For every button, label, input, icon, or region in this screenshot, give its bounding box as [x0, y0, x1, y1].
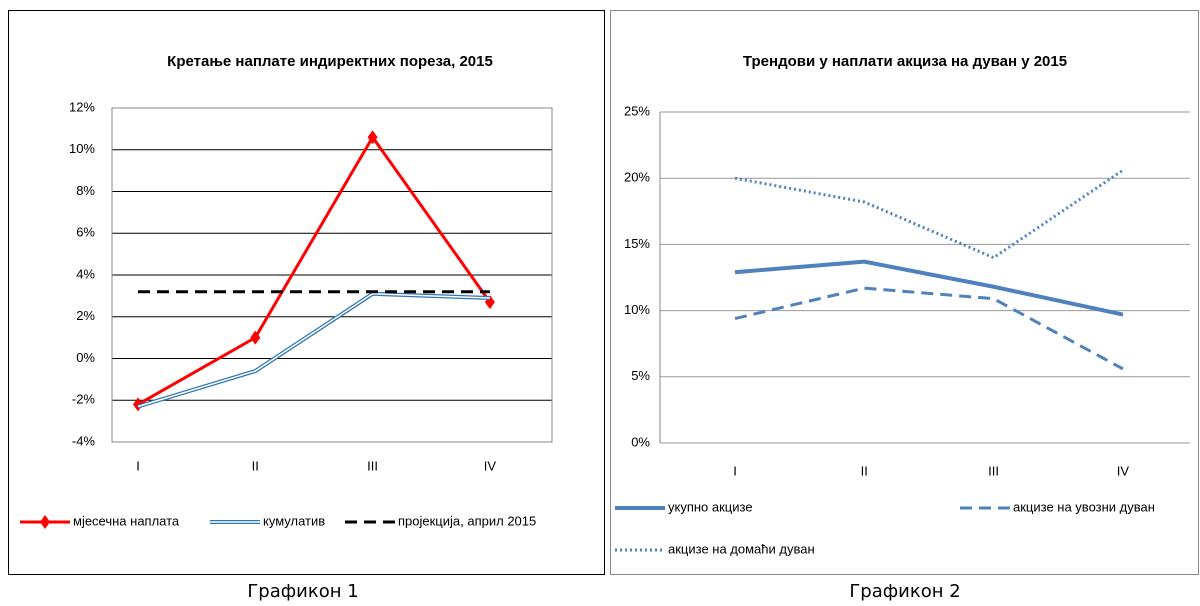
chart-title: Кретање наплате индиректних пореза, 2015: [167, 53, 493, 70]
legend-marker: [40, 515, 50, 529]
chart-frame: [610, 10, 1199, 575]
y-tick-label: -4%: [72, 433, 96, 448]
y-tick-label: 10%: [624, 302, 650, 317]
x-tick-label: IV: [1117, 463, 1130, 478]
x-tick-label: II: [252, 458, 259, 473]
series-line: [734, 286, 1124, 371]
legend-label: кумулатив: [263, 513, 325, 528]
plot-area: [111, 107, 553, 443]
y-tick-label: 6%: [76, 225, 95, 240]
legend-label: акцизе на увозни дуван: [1013, 499, 1155, 514]
point: [250, 330, 261, 345]
series-line: [137, 135, 492, 406]
chart-title: Трендови у наплати акциза на дуван у 201…: [743, 53, 1067, 70]
series-line: [734, 259, 1124, 317]
x-tick-label: IV: [484, 458, 497, 473]
legend-label: акцизе на домаћи дуван: [668, 541, 815, 556]
point: [367, 130, 378, 145]
caption: Графикон 2: [849, 581, 960, 602]
y-tick-label: 10%: [69, 141, 95, 156]
legend-label: пројекција, април 2015: [398, 513, 536, 528]
y-tick-label: 5%: [631, 368, 650, 383]
series-line: [734, 169, 1124, 260]
x-tick-label: I: [136, 458, 140, 473]
y-tick-label: 15%: [624, 236, 650, 251]
series-line-inner: [137, 293, 490, 408]
x-tick-label: III: [367, 458, 378, 473]
series-line: [137, 291, 490, 409]
x-tick-label: III: [988, 463, 999, 478]
y-tick-label: 2%: [76, 308, 95, 323]
y-tick-label: 8%: [76, 183, 95, 198]
y-tick-label: 0%: [631, 434, 650, 449]
x-tick-label: II: [861, 463, 868, 478]
x-tick-label: I: [733, 463, 737, 478]
y-tick-label: 25%: [624, 103, 650, 118]
y-tick-label: 0%: [76, 350, 95, 365]
chart-frame: [8, 10, 605, 575]
caption: Графикон 1: [247, 581, 358, 602]
y-tick-label: -2%: [72, 392, 96, 407]
y-tick-label: 20%: [624, 170, 650, 185]
y-tick-label: 4%: [76, 266, 95, 281]
legend-label: мјесечна наплата: [73, 513, 180, 528]
legend-label: укупно акцизе: [668, 499, 753, 514]
y-tick-label: 12%: [69, 99, 95, 114]
